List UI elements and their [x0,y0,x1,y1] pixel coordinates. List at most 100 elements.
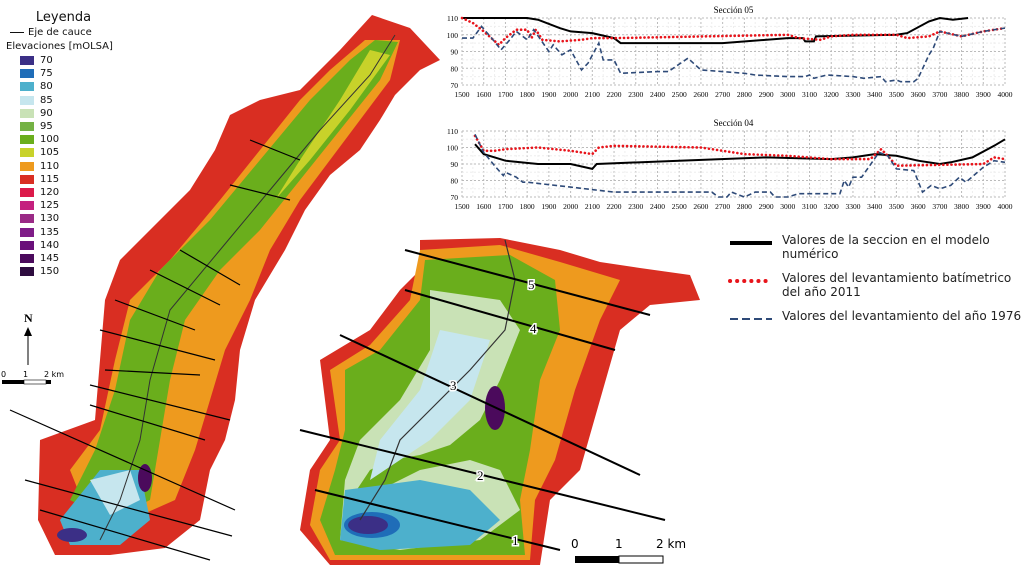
x-tick-label: 3900 [976,90,991,99]
scale-bar-left: 0 1 2 km [1,370,64,385]
scale-bar-right: 0 1 2 km [571,537,686,564]
legend-class: 75 [6,67,121,80]
legend-class: 105 [6,146,121,159]
legend-class: 145 [6,252,121,265]
section-label-2: 2 [477,468,484,483]
x-tick-label: 3200 [824,90,839,99]
x-tick-label: 2600 [693,202,708,211]
x-tick-label: 3200 [824,202,839,211]
x-tick-label: 1800 [520,90,535,99]
legend-swatch [20,253,34,263]
left-map [9,15,440,561]
scale-right-2: 2 km [656,537,686,551]
y-tick-label: 110 [447,14,458,23]
legend-title: Leyenda [35,10,92,25]
x-tick-label: 2200 [607,90,622,99]
legend-swatch [20,214,34,224]
x-tick-label: 2500 [672,202,687,211]
x-tick-label: 1600 [476,202,491,211]
legend-class: 125 [6,199,121,212]
x-tick-label: 2000 [563,90,578,99]
x-tick-label: 2000 [563,202,578,211]
scale-left-2: 2 km [44,370,64,379]
legend-class-label: 125 [40,200,60,212]
legend-axis-label: Eje de cauce [28,27,92,38]
x-tick-label: 3700 [932,90,947,99]
legend-swatch [20,148,34,158]
legend-swatch [20,174,34,184]
series-legend-symbol [728,279,774,283]
y-tick-label: 100 [447,144,459,153]
section-charts: Sección 05 1500 1600 1700 1800 1900 2000 2100 22… [447,5,1013,211]
legend-class-label: 145 [40,252,60,264]
x-tick-label: 2100 [585,202,600,211]
legend-swatch [20,201,34,211]
legend-swatch [20,95,34,105]
legend-class-label: 80 [40,81,53,93]
legend-class: 140 [6,239,121,252]
x-tick-label: 2800 [737,202,752,211]
legend-class-label: 105 [40,147,60,159]
legend-swatch [20,135,34,145]
series-legend-label: Valores de la seccion en el modelo numér… [782,233,990,261]
x-tick-label: 2700 [715,202,730,211]
legend-class-label: 85 [40,94,53,106]
legend-class: 90 [6,107,121,120]
scale-right-1: 1 [615,537,623,551]
scale-right-0: 0 [571,537,579,551]
series-line-1 [473,134,1007,168]
x-tick-label: 2400 [650,202,665,211]
legend-class: 70 [6,54,121,67]
right-map: 1 2 3 4 5 [299,238,700,565]
y-tick-label: 70 [451,81,459,90]
legend-swatch [20,161,34,171]
x-tick-label: 1900 [541,202,556,211]
x-tick-label: 1900 [541,90,556,99]
legend-swatch [20,187,34,197]
legend-class-label: 100 [40,134,60,146]
x-tick-label: 3900 [976,202,991,211]
y-tick-label: 80 [451,64,459,73]
y-tick-label: 110 [447,127,458,136]
series-legend-item: Valores del levantamiento del año 1976 [728,309,1024,323]
legend-class-label: 135 [40,226,60,238]
x-tick-label: 1700 [498,90,513,99]
legend-class-label: 70 [40,55,53,67]
x-tick-label: 1600 [476,90,491,99]
north-label: N [24,311,33,325]
legend-swatch [20,82,34,92]
legend-class: 95 [6,120,121,133]
legend-class-label: 75 [40,68,53,80]
section-label-5: 5 [528,277,535,292]
x-tick-label: 3800 [954,90,969,99]
legend-class-label: 120 [40,186,60,198]
series-line-1 [460,16,1007,47]
scale-left-1: 1 [23,370,28,379]
series-legend-symbol [730,241,772,245]
chart-section-1: Sección 04 1500 1600 1700 1800 1900 2000 2100 22… [447,118,1013,211]
north-arrow: N [24,311,33,365]
chart-section-0: Sección 05 1500 1600 1700 1800 1900 2000 2100 22… [447,5,1013,99]
x-tick-label: 2600 [693,90,708,99]
legend-class-label: 90 [40,107,53,119]
section-label-4: 4 [530,321,537,336]
y-tick-label: 90 [451,160,459,169]
x-tick-label: 2300 [628,90,643,99]
legend-swatch [20,240,34,250]
legend-axis-item: Eje de cauce [6,27,121,38]
x-tick-label: 3400 [867,90,882,99]
legend-swatch [20,69,34,79]
x-tick-label: 3400 [867,202,882,211]
y-tick-label: 100 [447,31,459,40]
x-tick-label: 3500 [889,90,904,99]
legend-class: 85 [6,94,121,107]
legend-class: 115 [6,173,121,186]
series-legend-label: Valores del levantamiento batímetrico de… [782,271,1012,299]
legend-class: 150 [6,265,121,278]
legend-class: 100 [6,133,121,146]
legend-class-label: 110 [40,160,60,172]
chart-title: Sección 04 [714,118,754,128]
x-tick-label: 3300 [845,90,860,99]
legend-class: 110 [6,160,121,173]
x-tick-label: 2400 [650,90,665,99]
